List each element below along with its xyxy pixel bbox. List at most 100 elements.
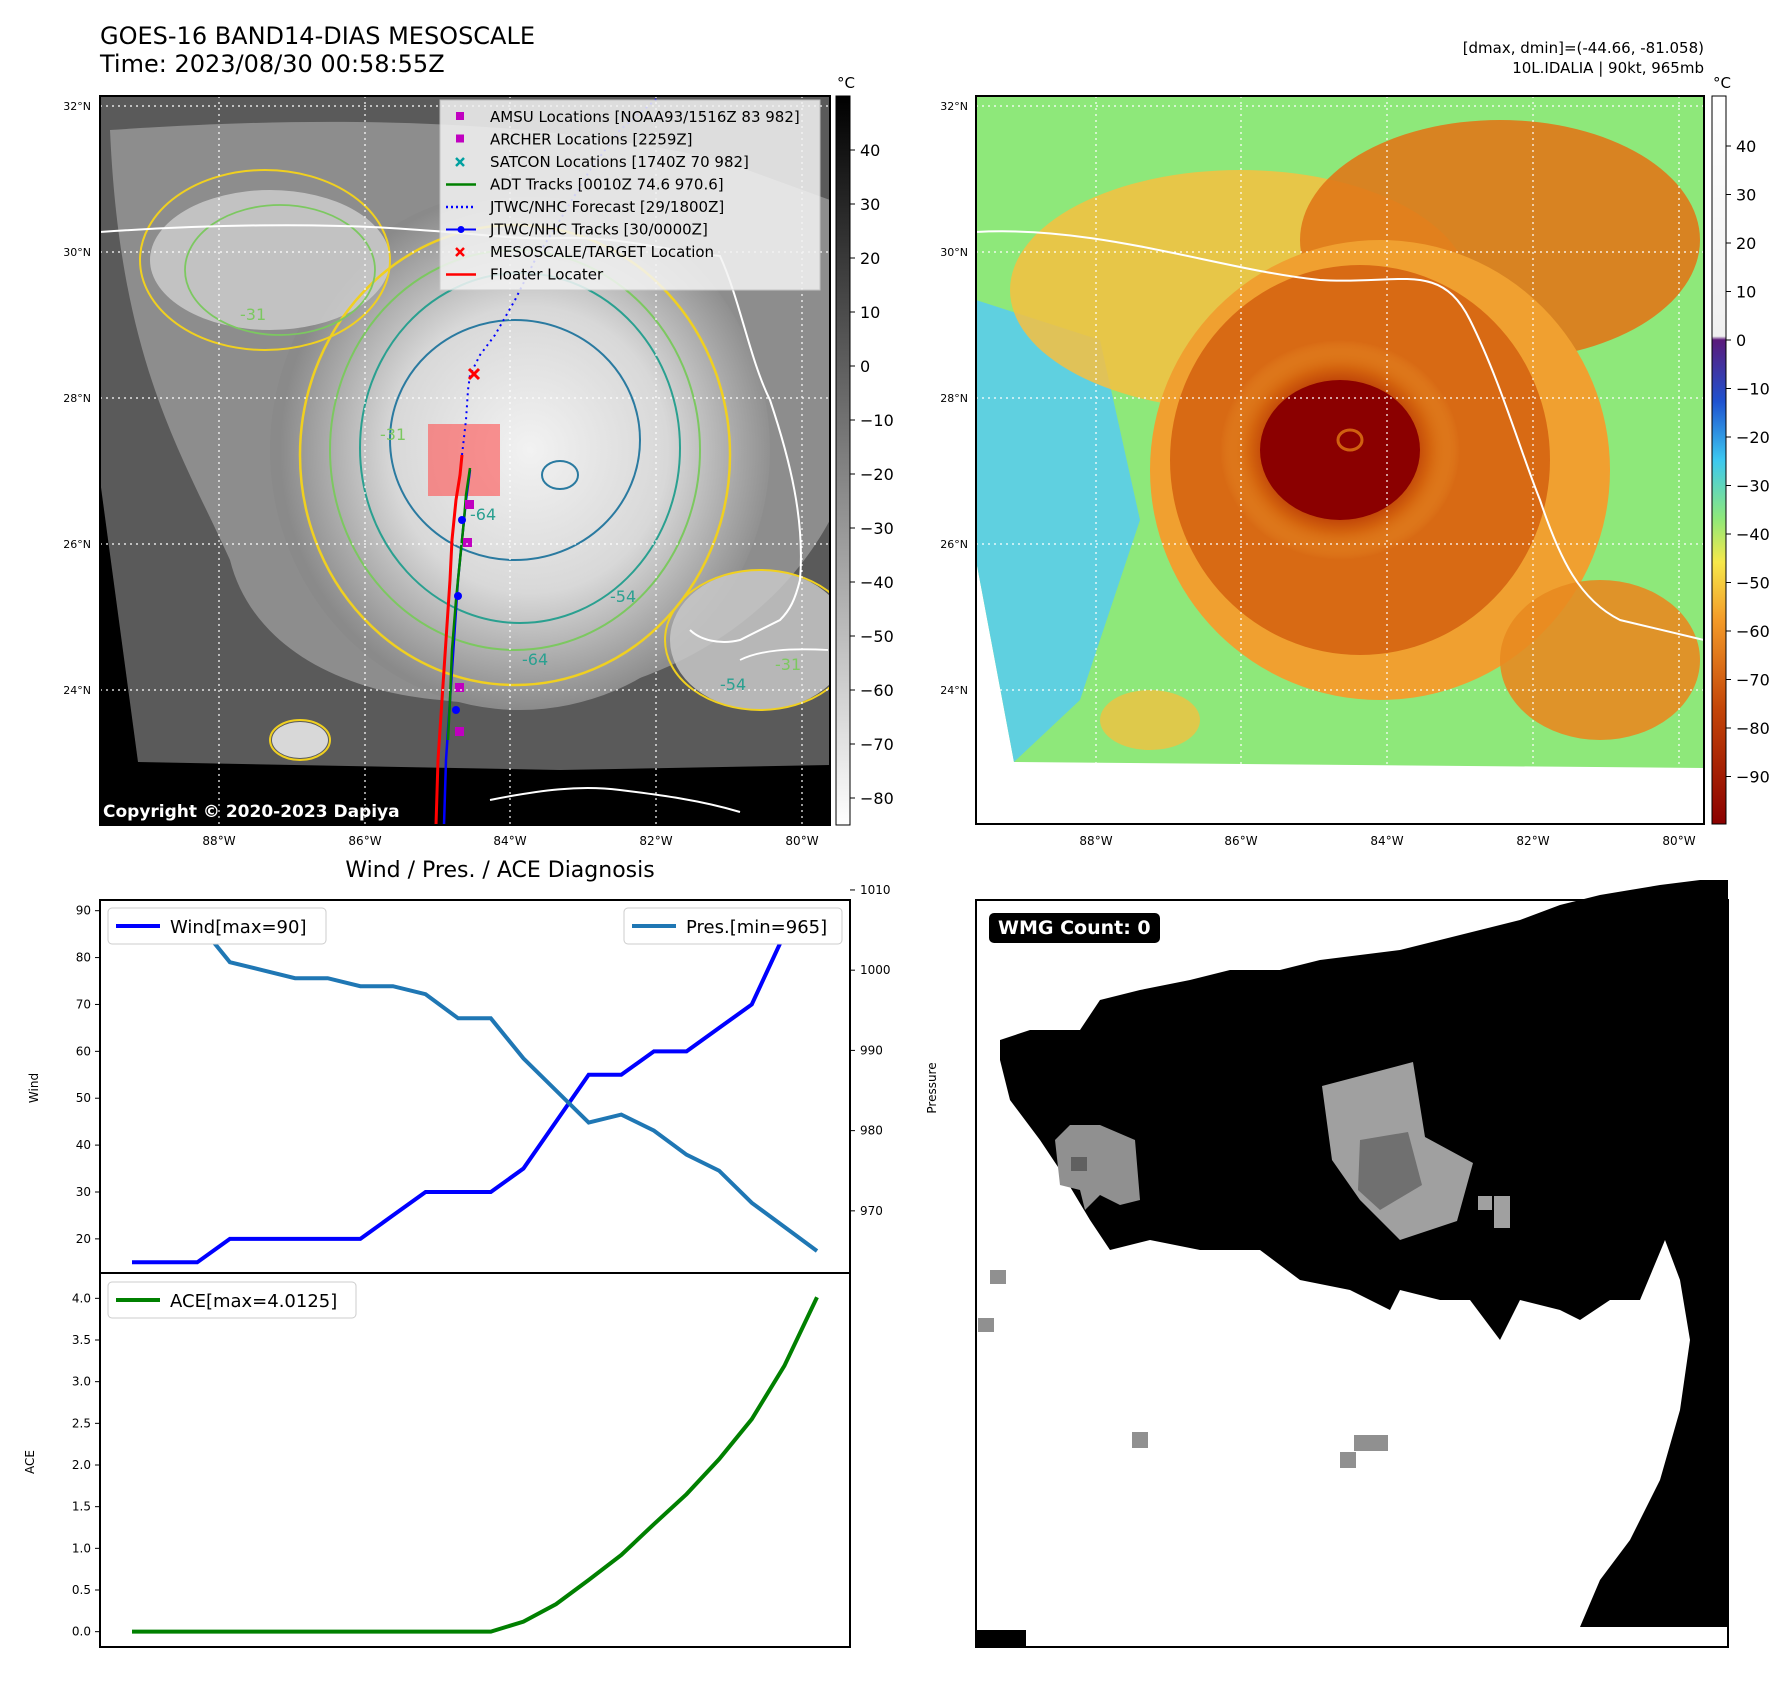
copyright-text: Copyright © 2020-2023 Dapiya (103, 802, 400, 822)
dmax-dmin-text: [dmax, dmin]=(-44.66, -81.058) (1462, 39, 1704, 57)
legend-entry: JTWC/NHC Forecast [29/1800Z] (446, 198, 724, 216)
lat-label: 30°N (63, 246, 91, 259)
lon-label: 82°W (639, 834, 672, 848)
legend-entry: ARCHER Locations [2259Z] (456, 131, 693, 149)
pressure-legend: Pres.[min=965] (623, 907, 843, 945)
lon-label: 86°W (1224, 834, 1257, 848)
lon-label: 84°W (1370, 834, 1403, 848)
ace-legend: ACE[max=4.0125] (107, 1281, 357, 1319)
figure-title: GOES-16 BAND14-DIAS MESOSCALE (100, 22, 536, 50)
contour-label: -31 (380, 425, 406, 444)
lon-label: 86°W (348, 834, 381, 848)
colorbar-tick: −20 (1736, 428, 1770, 447)
lat-label: 26°N (940, 538, 968, 551)
wind-tick: 70 (76, 997, 91, 1011)
lon-label: 80°W (785, 834, 818, 848)
colorbar-tick: −70 (860, 735, 894, 754)
ace-tick: 2.0 (72, 1458, 91, 1472)
ace-tick: 3.5 (72, 1333, 91, 1347)
svg-text:Wind[max=90]: Wind[max=90] (170, 917, 307, 938)
pressure-axis-label: Pressure (925, 1062, 939, 1113)
lon-label: 84°W (493, 834, 526, 848)
colorbar-tick: 10 (860, 303, 880, 322)
lat-label: 32°N (940, 100, 968, 113)
colorbar-tick: 20 (860, 249, 880, 268)
lat-label: 32°N (63, 100, 91, 113)
ace-tick: 1.0 (72, 1541, 91, 1555)
lat-label: 26°N (63, 538, 91, 551)
ace-tick: 0.0 (72, 1625, 91, 1639)
wmg-count-badge: WMG Count: 0 (989, 913, 1160, 943)
lat-label: 24°N (940, 684, 968, 697)
legend-entry: SATCON Locations [1740Z 70 982] (455, 153, 749, 171)
legend-label: Floater Locater (490, 266, 604, 284)
colorbar-tick: 0 (1736, 331, 1746, 350)
contour-label: -31 (240, 305, 266, 324)
svg-text:Pres.[min=965]: Pres.[min=965] (686, 917, 827, 938)
colorbar-tick: −30 (1736, 477, 1770, 496)
lon-label: 88°W (202, 834, 235, 848)
legend-label: SATCON Locations [1740Z 70 982] (490, 153, 749, 171)
wind-tick: 40 (76, 1138, 91, 1152)
colorbar-tick: −90 (1736, 768, 1770, 787)
legend-entry: ADT Tracks [0010Z 74.6 970.6] (446, 176, 724, 194)
legend-entry: MESOSCALE/TARGET Location (455, 243, 714, 261)
lon-label: 82°W (1516, 834, 1549, 848)
storm-name-text: 10L.IDALIA | 90kt, 965mb (1512, 59, 1704, 77)
wind-tick: 50 (76, 1091, 91, 1105)
colorbar-tick: 40 (860, 141, 880, 160)
lon-label: 80°W (1662, 834, 1695, 848)
colorbar-tick: −30 (860, 519, 894, 538)
ace-axis-label: ACE (23, 1450, 37, 1474)
lat-label: 28°N (940, 392, 968, 405)
pressure-tick: 1000 (860, 963, 891, 977)
colorbar-tick: −80 (860, 789, 894, 808)
colorbar-tick: 30 (1736, 186, 1756, 205)
lon-label: 88°W (1079, 834, 1112, 848)
legend-entry: AMSU Locations [NOAA93/1516Z 83 982] (456, 108, 800, 126)
legend-entry: JTWC/NHC Tracks [30/0000Z] (446, 221, 708, 239)
contour-label: -54 (720, 675, 746, 694)
wind-tick: 20 (76, 1232, 91, 1246)
svg-text:ACE[max=4.0125]: ACE[max=4.0125] (170, 1291, 337, 1312)
colorbar-tick: −60 (1736, 622, 1770, 641)
colorbar-tick: −70 (1736, 671, 1770, 690)
colorbar-tick: −50 (1736, 574, 1770, 593)
diagnosis-title: Wind / Pres. / ACE Diagnosis (345, 858, 655, 883)
lat-label: 28°N (63, 392, 91, 405)
wmg-panel (975, 880, 1729, 1648)
contour-label: -31 (775, 655, 801, 674)
lat-label: 24°N (63, 684, 91, 697)
colorbar-tick: 40 (1736, 137, 1756, 156)
wind-tick: 90 (76, 904, 91, 918)
wind-legend: Wind[max=90] (107, 907, 327, 945)
gray-colorbar (835, 95, 851, 826)
color-map-panel (976, 96, 1704, 824)
colorbar-tick: −40 (1736, 525, 1770, 544)
colorbar-unit: °C (1713, 74, 1731, 92)
figure-time: Time: 2023/08/30 00:58:55Z (100, 50, 445, 78)
colorbar-tick: −40 (860, 573, 894, 592)
contour-label: -64 (522, 650, 548, 669)
legend-label: ARCHER Locations [2259Z] (490, 131, 693, 149)
legend-entry: Floater Locater (446, 266, 604, 284)
legend-label: AMSU Locations [NOAA93/1516Z 83 982] (490, 108, 800, 126)
pressure-tick: 990 (860, 1043, 883, 1057)
pressure-tick: 980 (860, 1124, 883, 1138)
color-colorbar (1711, 95, 1727, 825)
ace-plot: 0.0 0.5 1.0 1.5 2.0 2.5 3.0 3.5 4.0 ACE ACE[max=… (23, 1272, 851, 1648)
legend-label: ADT Tracks [0010Z 74.6 970.6] (490, 176, 724, 194)
wind-axis-label: Wind (27, 1073, 41, 1103)
colorbar-tick: −20 (860, 465, 894, 484)
map-legend: AMSU Locations [NOAA93/1516Z 83 982] ARCH… (439, 99, 821, 291)
colorbar-tick: 0 (860, 357, 870, 376)
legend-label: JTWC/NHC Tracks [30/0000Z] (489, 221, 708, 239)
wind-tick: 80 (76, 951, 91, 965)
colorbar-tick: 20 (1736, 234, 1756, 253)
ace-tick: 3.0 (72, 1375, 91, 1389)
colorbar-tick: −60 (860, 681, 894, 700)
wind-tick: 30 (76, 1185, 91, 1199)
wind-tick: 60 (76, 1044, 91, 1058)
